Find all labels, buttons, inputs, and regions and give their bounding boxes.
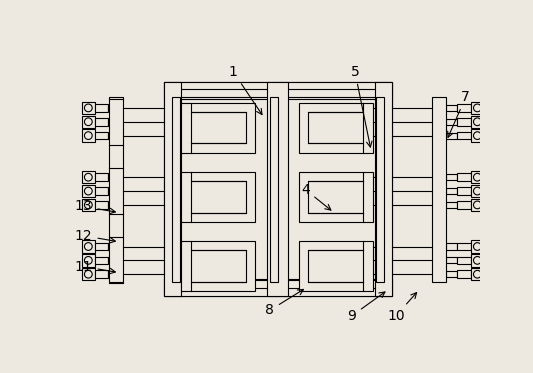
Bar — [109, 271, 119, 277]
Bar — [94, 201, 109, 209]
Bar — [175, 280, 381, 288]
Bar — [94, 118, 109, 126]
Bar — [446, 188, 457, 194]
Bar — [457, 257, 471, 264]
Bar — [471, 240, 483, 253]
Bar — [309, 112, 364, 143]
Bar — [94, 270, 109, 278]
Bar — [457, 201, 471, 209]
Text: 4: 4 — [301, 182, 331, 210]
Bar — [191, 112, 246, 143]
Bar — [109, 202, 119, 208]
Bar — [181, 172, 255, 222]
Bar — [94, 104, 109, 112]
Text: 9: 9 — [348, 292, 385, 323]
Bar — [94, 243, 109, 250]
Bar — [471, 102, 483, 114]
Bar — [164, 82, 392, 296]
Bar — [82, 240, 94, 253]
Bar — [94, 257, 109, 264]
Bar — [82, 116, 94, 128]
Bar — [181, 241, 255, 291]
Bar — [299, 241, 373, 291]
Bar — [109, 257, 119, 263]
Bar — [109, 105, 119, 111]
Text: 7: 7 — [448, 90, 470, 137]
Bar — [471, 199, 483, 211]
Bar — [94, 132, 109, 140]
Bar — [94, 173, 109, 181]
Bar — [457, 243, 471, 250]
Text: 1: 1 — [229, 65, 262, 115]
Bar — [375, 82, 392, 296]
Text: 12: 12 — [75, 229, 115, 243]
Bar — [299, 103, 373, 153]
Bar — [82, 199, 94, 211]
Bar — [457, 132, 471, 140]
Bar — [82, 254, 94, 267]
Bar — [471, 129, 483, 142]
Bar — [172, 97, 180, 282]
Bar — [309, 250, 364, 282]
Bar — [82, 129, 94, 142]
Bar — [471, 185, 483, 197]
Bar — [82, 268, 94, 280]
Bar — [109, 119, 119, 125]
Bar — [191, 250, 246, 282]
Bar — [457, 187, 471, 195]
Bar — [457, 104, 471, 112]
Text: 8: 8 — [265, 289, 303, 317]
Bar — [471, 268, 483, 280]
Bar — [446, 105, 457, 111]
Bar — [457, 173, 471, 181]
Bar — [82, 102, 94, 114]
Bar — [94, 187, 109, 195]
Bar — [266, 82, 288, 296]
Bar — [109, 132, 119, 139]
Bar — [164, 82, 181, 296]
Bar — [457, 118, 471, 126]
Text: 13: 13 — [75, 200, 115, 214]
Text: 11: 11 — [75, 260, 115, 274]
Bar — [471, 171, 483, 184]
Bar — [309, 181, 364, 213]
Bar — [82, 185, 94, 197]
Bar — [109, 174, 119, 180]
Bar — [164, 279, 392, 296]
Bar — [471, 116, 483, 128]
Bar — [109, 97, 123, 282]
Bar — [446, 132, 457, 139]
Text: 5: 5 — [351, 65, 372, 147]
Bar — [446, 202, 457, 208]
Bar — [82, 171, 94, 184]
Bar — [376, 97, 384, 282]
Bar — [181, 103, 255, 153]
Bar — [164, 82, 392, 99]
Bar — [191, 181, 246, 213]
Bar — [270, 97, 278, 282]
Bar — [299, 172, 373, 222]
Bar — [446, 257, 457, 263]
Bar — [109, 244, 119, 250]
Bar — [471, 254, 483, 267]
Bar — [446, 119, 457, 125]
Text: 10: 10 — [387, 293, 417, 323]
Bar — [446, 271, 457, 277]
Bar — [446, 244, 457, 250]
Bar — [175, 90, 381, 97]
Bar — [457, 270, 471, 278]
Bar — [432, 97, 446, 282]
Bar — [109, 188, 119, 194]
Bar — [446, 174, 457, 180]
